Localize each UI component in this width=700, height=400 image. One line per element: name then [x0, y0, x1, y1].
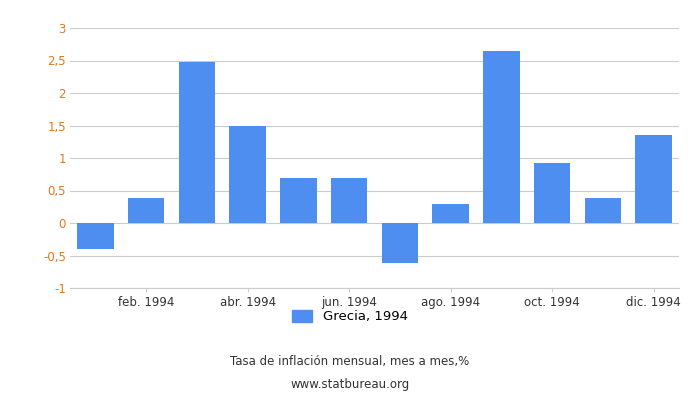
- Bar: [230, 126, 266, 223]
- Bar: [534, 162, 570, 223]
- Text: Tasa de inflación mensual, mes a mes,%: Tasa de inflación mensual, mes a mes,%: [230, 356, 470, 368]
- Bar: [483, 51, 519, 223]
- Text: www.statbureau.org: www.statbureau.org: [290, 378, 410, 391]
- Bar: [382, 223, 418, 263]
- Bar: [331, 178, 368, 223]
- Bar: [584, 198, 621, 223]
- Bar: [636, 134, 672, 223]
- Bar: [77, 223, 113, 249]
- Bar: [433, 204, 469, 223]
- Bar: [178, 62, 215, 223]
- Legend: Grecia, 1994: Grecia, 1994: [287, 304, 413, 328]
- Bar: [280, 178, 316, 223]
- Bar: [128, 198, 164, 223]
